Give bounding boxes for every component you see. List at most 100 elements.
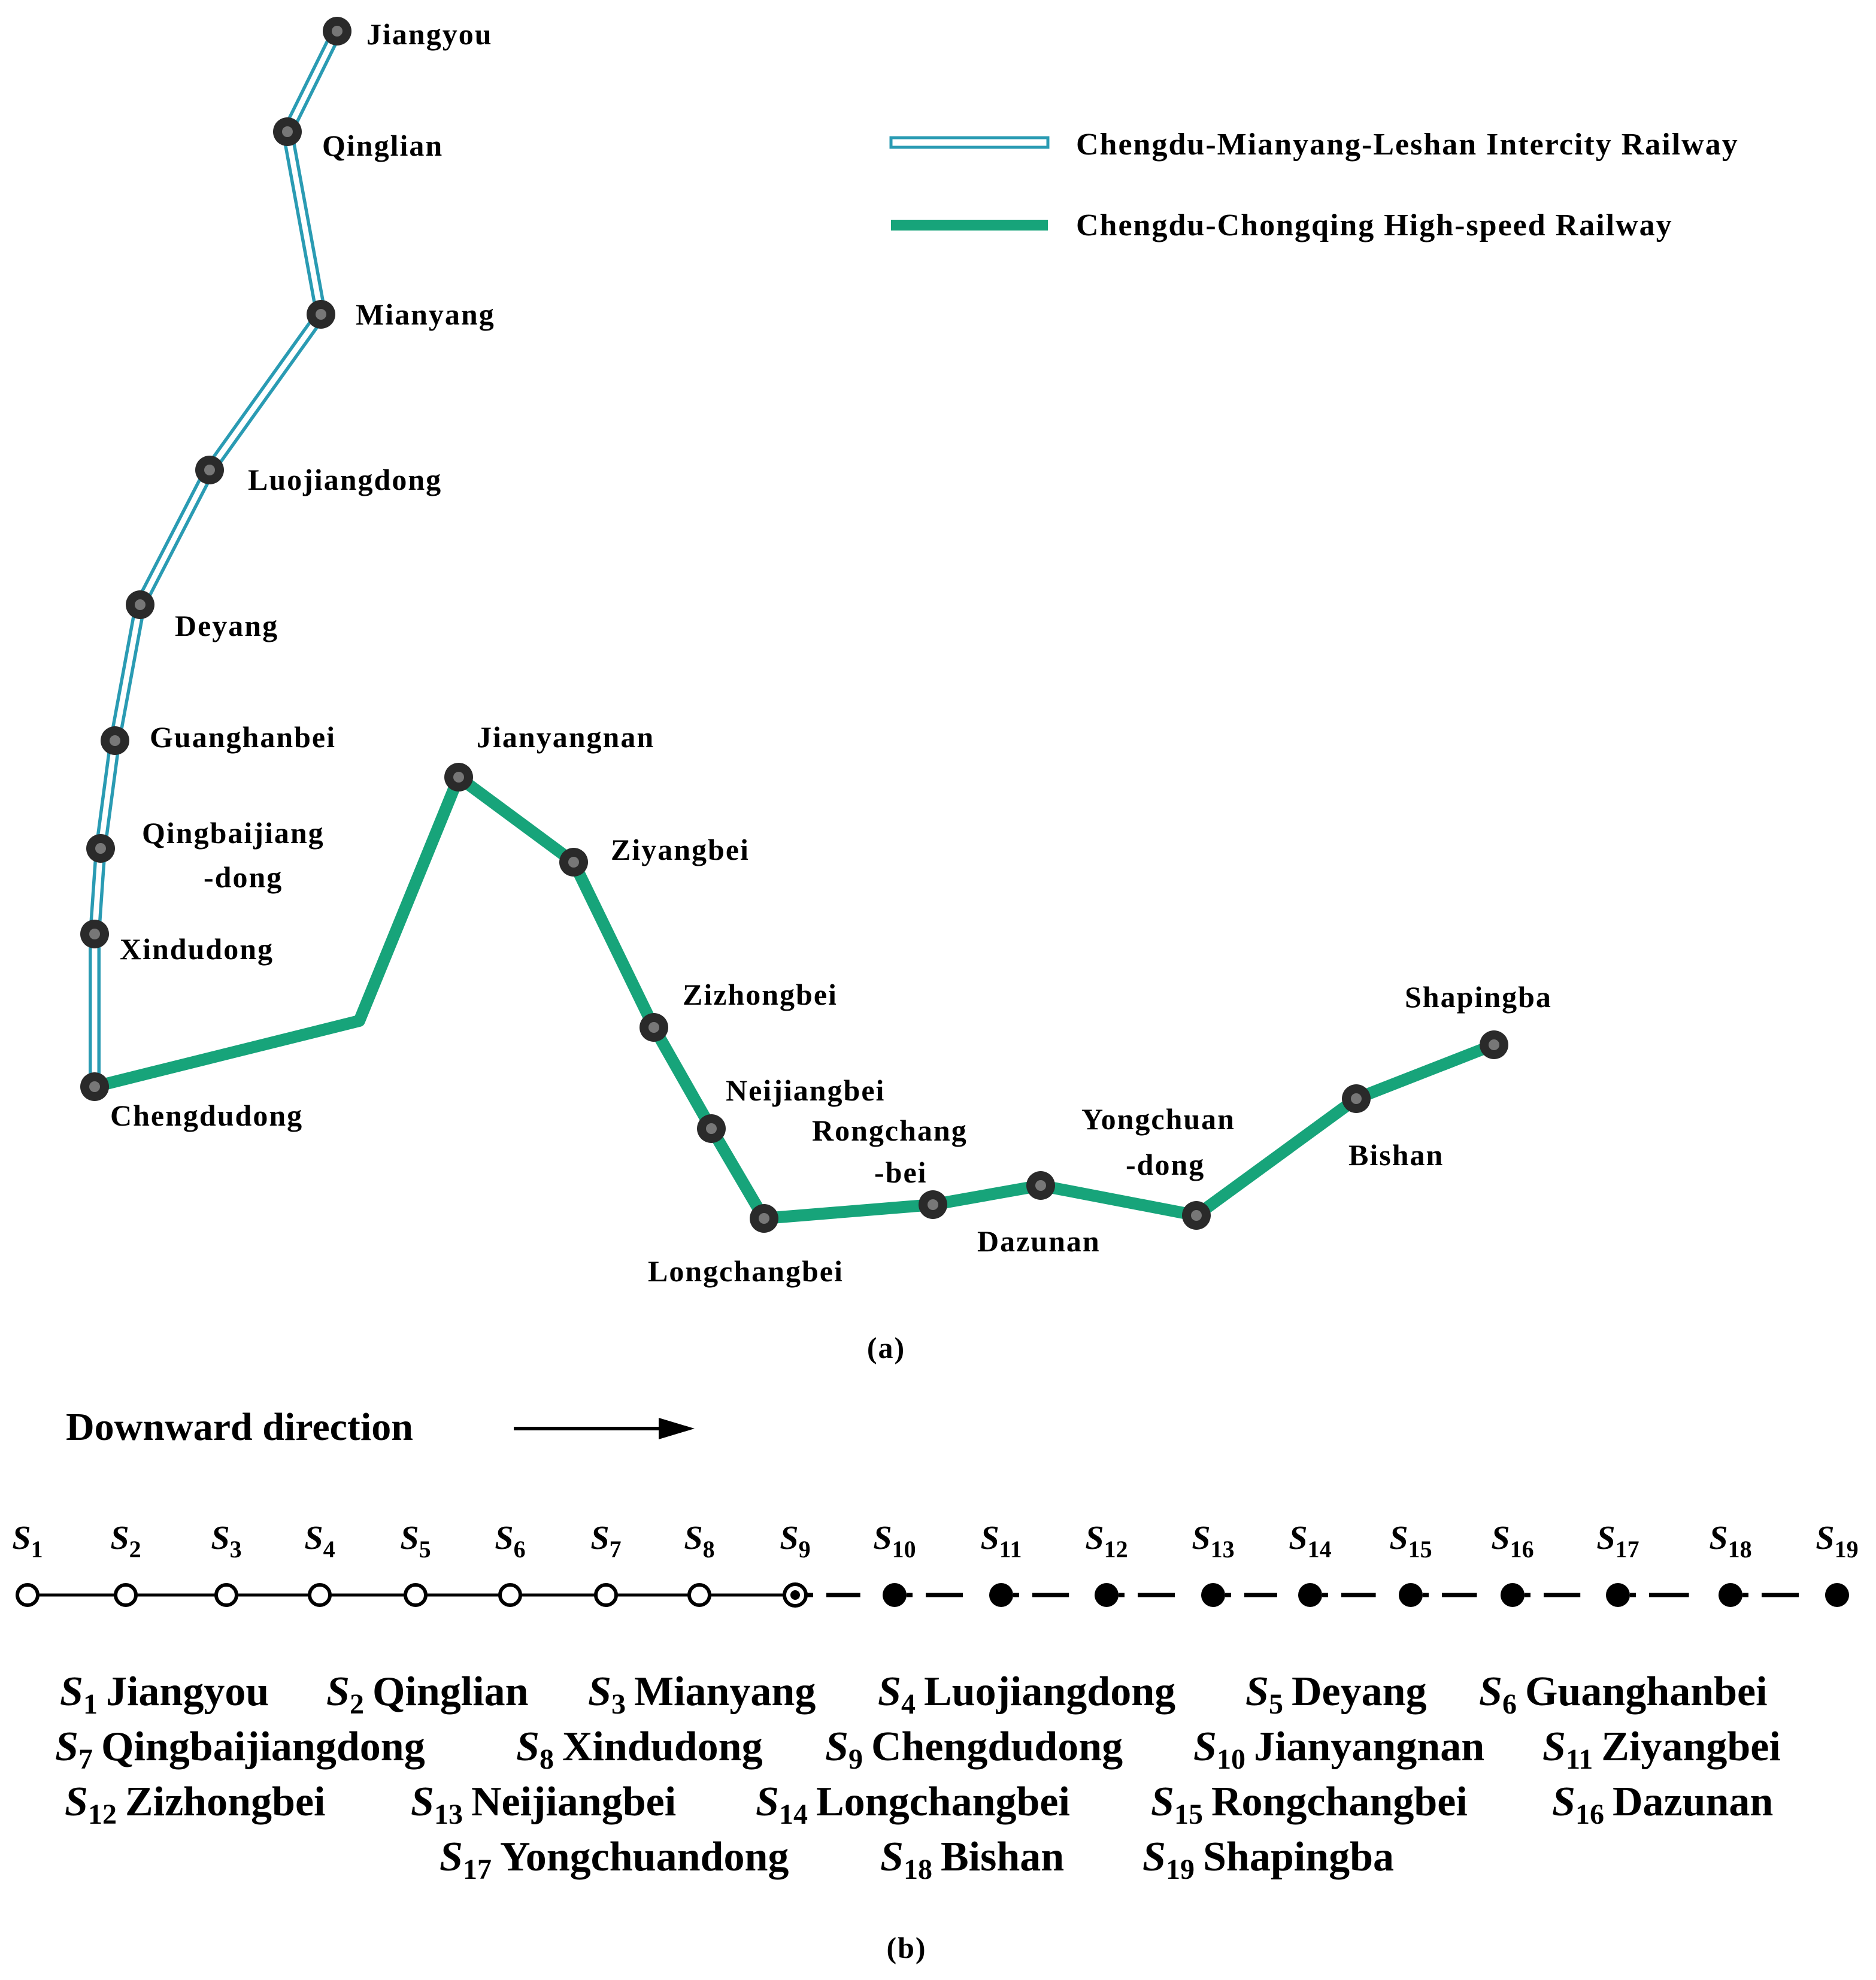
- direction-label: Downward direction: [66, 1405, 413, 1449]
- key-entry-s6: S6 Guanghanbei: [1479, 1669, 1768, 1720]
- sequence-node-s10: [883, 1583, 907, 1607]
- sequence-label-s15: S15: [1389, 1520, 1432, 1563]
- key-entry-s3: S3 Mianyang: [588, 1669, 816, 1720]
- station-rongchangbei: [919, 1190, 947, 1219]
- station-shapingba: [1480, 1030, 1508, 1059]
- sequence-labels: S1 S2 S3 S4 S5 S6 S7 S8 S9 S10 S11 S12 S13 S14 S15 S16 S…: [12, 1520, 1858, 1563]
- sequence-node-s17: [1606, 1583, 1630, 1607]
- station-markers: [80, 17, 1508, 1233]
- sequence-label-s5: S5: [400, 1520, 431, 1563]
- station-luojiangdong: [195, 456, 224, 484]
- key-entry-s5: S5 Deyang: [1245, 1669, 1427, 1720]
- station-guanghanbei: [101, 726, 129, 755]
- station-chengdudong: [80, 1072, 109, 1101]
- station-yongchuandong: [1182, 1201, 1211, 1230]
- sequence-node-s16: [1501, 1583, 1525, 1607]
- key-entry-s4: S4 Luojiangdong: [878, 1669, 1175, 1720]
- sequence-label-s12: S12: [1085, 1520, 1128, 1563]
- key-entry-s13: S13 Neijiangbei: [411, 1779, 676, 1830]
- label-xindudong: Xindudong: [120, 932, 274, 966]
- station-qinglian: [273, 117, 302, 146]
- label-qingbaijiangdong-1: Qingbaijiang: [142, 816, 325, 850]
- label-qinglian: Qinglian: [322, 129, 443, 162]
- station-jiangyou: [323, 17, 351, 46]
- label-longchangbei: Longchangbei: [648, 1254, 844, 1288]
- sequence-node-s15: [1399, 1583, 1423, 1607]
- label-deyang: Deyang: [175, 609, 278, 642]
- key-entry-s1: S1 Jiangyou: [60, 1669, 269, 1720]
- legend-highspeed: Chengdu-Chongqing High-speed Railway: [891, 208, 1673, 242]
- key-entry-s2: S2 Qinglian: [326, 1669, 529, 1720]
- sequence-label-s4: S4: [304, 1520, 335, 1563]
- label-bishan: Bishan: [1348, 1138, 1444, 1172]
- key-entry-s12: S12 Zizhongbei: [65, 1779, 325, 1830]
- station-labels: Jiangyou Qinglian Mianyang Luojiangdong …: [110, 17, 1552, 1288]
- sequence-node-s18: [1719, 1583, 1742, 1607]
- sequence-node-s14: [1298, 1583, 1322, 1607]
- sequence-node-s4: [308, 1583, 332, 1607]
- key-entry-s19: S19 Shapingba: [1142, 1834, 1394, 1885]
- label-jianyangnan: Jianyangnan: [477, 720, 654, 754]
- station-jianyangnan: [444, 763, 473, 792]
- legend: Chengdu-Mianyang-Leshan Intercity Railwa…: [889, 128, 1738, 242]
- sequence-label-s2: S2: [110, 1520, 141, 1563]
- sequence-node-s9: [783, 1582, 808, 1608]
- key-entry-s17: S17 Yongchuandong: [440, 1834, 789, 1885]
- route-map: Jiangyou Qinglian Mianyang Luojiangdong …: [80, 17, 1738, 1365]
- sequence-label-s14: S14: [1289, 1520, 1331, 1563]
- sequence-label-s7: S7: [590, 1520, 621, 1563]
- label-luojiangdong: Luojiangdong: [248, 463, 442, 496]
- sequence-label-s19: S19: [1816, 1520, 1858, 1563]
- sequence-label-s1: S1: [12, 1520, 43, 1563]
- highspeed-line: [93, 771, 1496, 1224]
- key-entry-s10: S10 Jianyangnan: [1193, 1724, 1484, 1775]
- station-ziyangbei: [559, 848, 588, 877]
- sequence-label-s17: S17: [1596, 1520, 1639, 1563]
- sequence-node-s13: [1201, 1583, 1225, 1607]
- key-entry-s11: S11 Ziyangbei: [1542, 1724, 1781, 1775]
- panel-b-label: (b): [886, 1931, 926, 1964]
- sequence-node-s8: [687, 1583, 711, 1607]
- sequence-label-s8: S8: [684, 1520, 714, 1563]
- sequence-diagram: Downward direction S1 S2 S3 S4 S5 S6 S7 S8 S9 S10…: [12, 1405, 1859, 1608]
- legend-intercity: Chengdu-Mianyang-Leshan Intercity Railwa…: [889, 128, 1738, 162]
- sequence-label-s16: S16: [1491, 1520, 1533, 1563]
- label-guanghanbei: Guanghanbei: [150, 720, 336, 754]
- sequence-node-s19: [1825, 1583, 1849, 1607]
- direction-arrow-icon: [514, 1418, 695, 1439]
- key-entry-s7: S7 Qingbaijiangdong: [55, 1724, 425, 1775]
- sequence-node-s7: [594, 1583, 618, 1607]
- sequence-label-s3: S3: [211, 1520, 241, 1563]
- key-entry-s8: S8 Xindudong: [516, 1724, 763, 1775]
- legend-highspeed-label: Chengdu-Chongqing High-speed Railway: [1076, 208, 1673, 242]
- intercity-line-inner: [92, 30, 340, 1087]
- sequence-node-s1: [16, 1583, 40, 1607]
- key-entry-s16: S16 Dazunan: [1552, 1779, 1773, 1830]
- panel-a-label: (a): [867, 1331, 905, 1365]
- sequence-label-s6: S6: [495, 1520, 525, 1563]
- sequence-label-s11: S11: [981, 1520, 1022, 1563]
- label-rongchangbei-2: -bei: [874, 1156, 928, 1189]
- label-shapingba: Shapingba: [1405, 980, 1552, 1014]
- label-qingbaijiangdong-2: -dong: [204, 860, 283, 894]
- station-mianyang: [307, 300, 335, 329]
- key-entry-s15: S15 Rongchangbei: [1151, 1779, 1468, 1830]
- sequence-node-s3: [214, 1583, 238, 1607]
- label-yongchuandong-1: Yongchuan: [1081, 1102, 1235, 1136]
- station-xindudong: [80, 920, 109, 948]
- label-ziyangbei: Ziyangbei: [611, 833, 750, 866]
- sequence-node-s6: [498, 1583, 522, 1607]
- label-yongchuandong-2: -dong: [1126, 1148, 1205, 1181]
- sequence-label-s9: S9: [780, 1520, 810, 1563]
- station-zizhongbei: [640, 1013, 668, 1042]
- station-neijiangbei: [697, 1114, 726, 1143]
- station-qingbaijiangdong: [86, 834, 115, 863]
- station-dazunan: [1026, 1171, 1055, 1200]
- label-neijiangbei: Neijiangbei: [726, 1074, 885, 1107]
- sequence-nodes: [16, 1582, 1849, 1608]
- label-dazunan: Dazunan: [977, 1224, 1101, 1258]
- key-entry-s9: S9 Chengdudong: [825, 1724, 1123, 1775]
- sequence-node-s11: [989, 1583, 1013, 1607]
- label-chengdudong: Chengdudong: [110, 1099, 303, 1132]
- sequence-node-s5: [404, 1583, 428, 1607]
